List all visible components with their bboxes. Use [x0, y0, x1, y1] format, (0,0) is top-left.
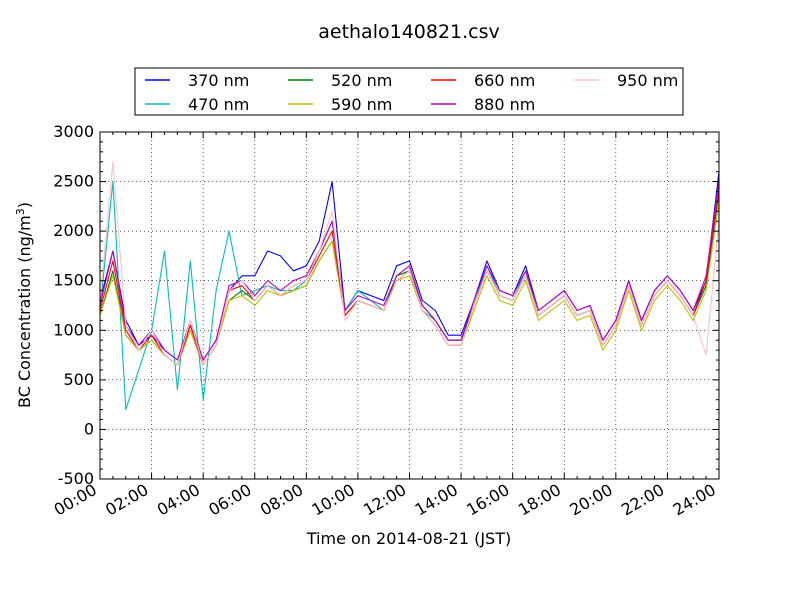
y-tick-label: 2000	[53, 221, 94, 240]
legend-label-520-nm: 520 nm	[331, 71, 392, 90]
x-axis-title: Time on 2014-08-21 (JST)	[306, 529, 511, 548]
series-line-880-nm	[99, 181, 720, 361]
axis-ticks	[99, 131, 720, 480]
y-axis-title: BC Concentration (ng/m3)	[14, 202, 34, 408]
y-tick-label: 3000	[53, 122, 94, 141]
series-lines	[99, 161, 720, 411]
y-tick-label: 2500	[53, 172, 94, 191]
y-tick-labels: -500 0 500 1000 1500 2000 2500 3000	[53, 122, 94, 488]
y-axis-title-main: BC Concentration (ng/m	[15, 215, 34, 408]
legend-label-470-nm: 470 nm	[188, 95, 249, 114]
y-tick-label: 1000	[53, 320, 94, 339]
legend-label-660-nm: 660 nm	[474, 71, 535, 90]
y-tick-label: 500	[63, 370, 94, 389]
y-axis-title-close: )	[15, 202, 34, 208]
y-tick-label: 1500	[53, 271, 94, 290]
legend-label-590-nm: 590 nm	[331, 95, 392, 114]
y-tick-label: 0	[84, 419, 94, 438]
chart-title: aethalo140821.csv	[318, 21, 500, 43]
series-line-950-nm	[99, 161, 720, 366]
y-axis-title-superscript: 3	[14, 208, 27, 215]
legend-box	[134, 67, 684, 116]
legend-label-880-nm: 880 nm	[474, 95, 535, 114]
legend-label-950-nm: 950 nm	[617, 71, 678, 90]
legend: 370 nm 470 nm 520 nm 590 nm 660 nm 880 nm 950 …	[134, 67, 684, 116]
y-tick-label: -500	[58, 469, 94, 488]
legend-label-370-nm: 370 nm	[188, 71, 249, 90]
